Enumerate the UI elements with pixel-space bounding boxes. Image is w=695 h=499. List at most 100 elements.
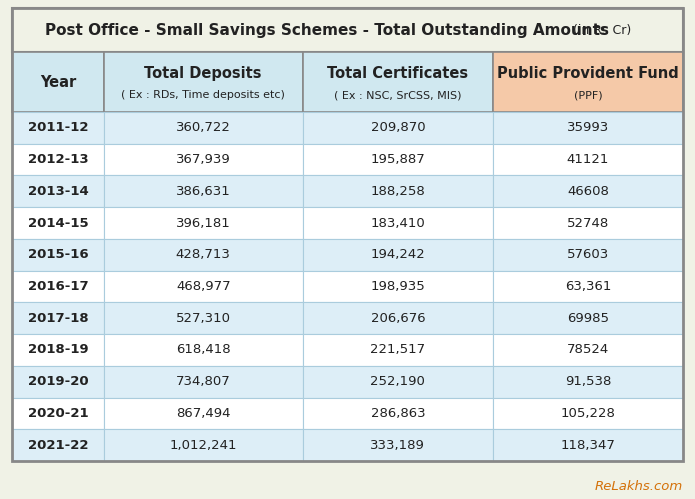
Bar xyxy=(302,52,493,112)
Text: 2020-21: 2020-21 xyxy=(28,407,88,420)
Text: 286,863: 286,863 xyxy=(370,407,425,420)
Text: 91,538: 91,538 xyxy=(565,375,611,388)
Bar xyxy=(12,8,683,52)
Bar xyxy=(12,334,104,366)
Text: 367,939: 367,939 xyxy=(176,153,231,166)
Bar xyxy=(302,270,493,302)
Text: 195,887: 195,887 xyxy=(370,153,425,166)
Bar xyxy=(104,429,302,461)
Bar xyxy=(302,207,493,239)
Bar xyxy=(104,112,302,144)
Bar xyxy=(493,144,683,176)
Text: 527,310: 527,310 xyxy=(176,312,231,325)
Text: 63,361: 63,361 xyxy=(565,280,611,293)
Bar xyxy=(104,398,302,429)
Bar xyxy=(104,366,302,398)
Text: 2018-19: 2018-19 xyxy=(28,343,88,356)
Bar xyxy=(302,398,493,429)
Bar xyxy=(493,239,683,270)
Bar xyxy=(104,239,302,270)
Bar xyxy=(12,366,104,398)
Text: 468,977: 468,977 xyxy=(176,280,231,293)
Text: Total Deposits: Total Deposits xyxy=(145,65,262,80)
Bar xyxy=(302,366,493,398)
Bar xyxy=(12,239,104,270)
Text: 2019-20: 2019-20 xyxy=(28,375,88,388)
Text: 2016-17: 2016-17 xyxy=(28,280,88,293)
Text: 2017-18: 2017-18 xyxy=(28,312,88,325)
Text: 209,870: 209,870 xyxy=(370,121,425,134)
Text: 252,190: 252,190 xyxy=(370,375,425,388)
Text: 105,228: 105,228 xyxy=(561,407,616,420)
Text: 41121: 41121 xyxy=(567,153,610,166)
Bar xyxy=(12,176,104,207)
Text: 78524: 78524 xyxy=(567,343,610,356)
Bar xyxy=(104,207,302,239)
Text: 333,189: 333,189 xyxy=(370,439,425,452)
Text: 2012-13: 2012-13 xyxy=(28,153,88,166)
Text: 183,410: 183,410 xyxy=(370,217,425,230)
Bar xyxy=(104,270,302,302)
Text: 396,181: 396,181 xyxy=(176,217,231,230)
Bar xyxy=(302,302,493,334)
Text: 360,722: 360,722 xyxy=(176,121,231,134)
Text: 618,418: 618,418 xyxy=(176,343,231,356)
Bar xyxy=(104,334,302,366)
Bar xyxy=(493,52,683,112)
Bar xyxy=(104,144,302,176)
Text: 118,347: 118,347 xyxy=(561,439,616,452)
Bar xyxy=(302,429,493,461)
Text: Public Provident Fund: Public Provident Fund xyxy=(497,65,679,80)
Text: 2021-22: 2021-22 xyxy=(28,439,88,452)
Bar xyxy=(493,302,683,334)
Bar xyxy=(493,366,683,398)
Bar xyxy=(12,270,104,302)
Bar xyxy=(493,207,683,239)
Bar xyxy=(302,144,493,176)
Text: 57603: 57603 xyxy=(567,249,610,261)
Bar xyxy=(302,112,493,144)
Text: (PPF): (PPF) xyxy=(574,90,603,100)
Text: Total Certificates: Total Certificates xyxy=(327,65,468,80)
Text: 221,517: 221,517 xyxy=(370,343,425,356)
Bar xyxy=(12,398,104,429)
Text: 69985: 69985 xyxy=(567,312,609,325)
Bar xyxy=(12,144,104,176)
Bar xyxy=(493,270,683,302)
Text: ReLakhs.com: ReLakhs.com xyxy=(595,480,683,493)
Bar xyxy=(302,239,493,270)
Bar xyxy=(12,302,104,334)
Bar xyxy=(12,429,104,461)
Text: 52748: 52748 xyxy=(567,217,610,230)
Text: 386,631: 386,631 xyxy=(176,185,231,198)
Text: ( Ex : NSC, SrCSS, MIS): ( Ex : NSC, SrCSS, MIS) xyxy=(334,90,461,100)
Text: ( Ex : RDs, Time deposits etc): ( Ex : RDs, Time deposits etc) xyxy=(122,90,285,100)
Bar xyxy=(12,112,104,144)
Text: Post Office - Small Savings Schemes - Total Outstanding Amounts: Post Office - Small Savings Schemes - To… xyxy=(45,22,610,37)
Bar xyxy=(493,429,683,461)
Bar xyxy=(493,112,683,144)
Text: 198,935: 198,935 xyxy=(370,280,425,293)
Text: (in Rs Cr): (in Rs Cr) xyxy=(573,23,632,36)
Bar xyxy=(12,52,104,112)
Text: 867,494: 867,494 xyxy=(176,407,231,420)
Bar xyxy=(493,334,683,366)
Bar xyxy=(104,302,302,334)
Text: 2015-16: 2015-16 xyxy=(28,249,88,261)
Text: Year: Year xyxy=(40,74,76,89)
Text: 206,676: 206,676 xyxy=(370,312,425,325)
Text: 2013-14: 2013-14 xyxy=(28,185,88,198)
Text: 734,807: 734,807 xyxy=(176,375,231,388)
Text: 428,713: 428,713 xyxy=(176,249,231,261)
Bar xyxy=(302,334,493,366)
Text: 188,258: 188,258 xyxy=(370,185,425,198)
Text: 2011-12: 2011-12 xyxy=(28,121,88,134)
Bar xyxy=(12,207,104,239)
Text: 194,242: 194,242 xyxy=(370,249,425,261)
Bar xyxy=(493,176,683,207)
Bar xyxy=(302,176,493,207)
Text: 2014-15: 2014-15 xyxy=(28,217,88,230)
Text: 35993: 35993 xyxy=(567,121,610,134)
Bar xyxy=(104,176,302,207)
Bar xyxy=(104,52,302,112)
